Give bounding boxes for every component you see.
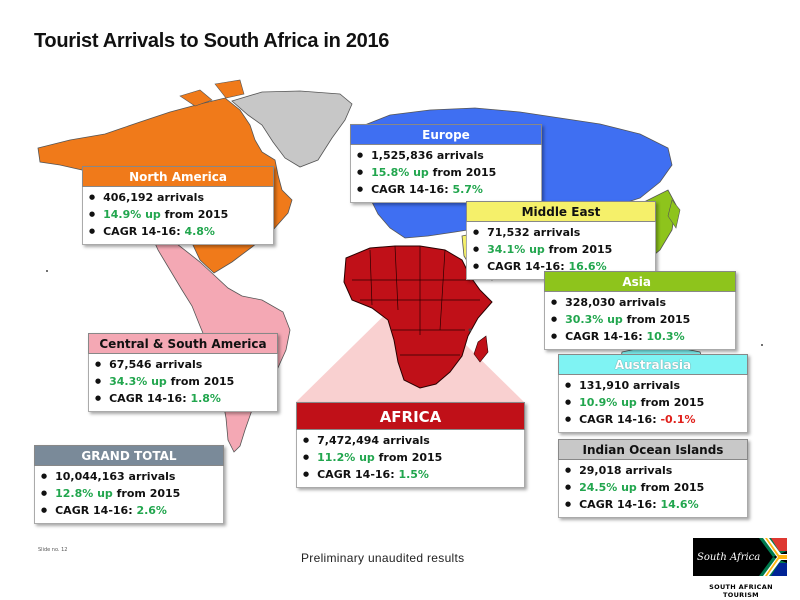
region-north-america-islands (179, 79, 245, 107)
pacific-dot-2 (761, 344, 763, 346)
growth-line: 10.9% up from 2015 (565, 395, 741, 412)
card-header: Europe (350, 124, 542, 145)
region-greenland (231, 90, 353, 168)
card-header: Asia (544, 271, 736, 292)
card-grand-total: GRAND TOTAL 10,044,163 arrivals 12.8% up… (34, 445, 224, 524)
card-central-south-america: Central & South America 67,546 arrivals … (88, 333, 278, 412)
card-header: Australasia (558, 354, 748, 375)
growth-line: 11.2% up from 2015 (303, 450, 518, 467)
arrivals-value: 67,546 arrivals (95, 357, 271, 374)
logo-caption: SOUTH AFRICAN TOURISM (709, 583, 773, 599)
growth-line: 15.8% up from 2015 (357, 165, 535, 182)
cagr-value: 1.8% (190, 392, 221, 405)
cagr-line: CAGR 14-16: 10.3% (551, 329, 729, 346)
region-indian-ocean-dot (468, 328, 472, 332)
card-middle-east: Middle East 71,532 arrivals 34.1% up fro… (466, 201, 656, 280)
growth-value: 24.5% up (579, 481, 637, 494)
arrivals-value: 29,018 arrivals (565, 463, 741, 480)
card-header: North America (82, 166, 274, 187)
cagr-line: CAGR 14-16: 2.6% (41, 503, 217, 520)
card-header: Central & South America (88, 333, 278, 354)
growth-value: 12.8% up (55, 487, 113, 500)
footer-note: Preliminary unaudited results (301, 551, 465, 565)
arrivals-value: 10,044,163 arrivals (41, 469, 217, 486)
card-header: Middle East (466, 201, 656, 222)
card-australasia: Australasia 131,910 arrivals 10.9% up fr… (558, 354, 748, 433)
cagr-value: -0.1% (660, 413, 696, 426)
arrivals-value: 406,192 arrivals (89, 190, 267, 207)
region-madagascar (473, 335, 489, 363)
growth-line: 14.9% up from 2015 (89, 207, 267, 224)
cagr-line: CAGR 14-16: -0.1% (565, 412, 741, 429)
card-header: AFRICA (296, 402, 525, 430)
cagr-line: CAGR 14-16: 16.6% (473, 259, 649, 276)
cagr-value: 2.6% (136, 504, 167, 517)
south-african-tourism-logo: South Africa (693, 538, 787, 576)
cagr-value: 4.8% (184, 225, 215, 238)
card-asia: Asia 328,030 arrivals 30.3% up from 2015… (544, 271, 736, 350)
growth-line: 12.8% up from 2015 (41, 486, 217, 503)
arrivals-value: 1,525,836 arrivals (357, 148, 535, 165)
cagr-line: CAGR 14-16: 14.6% (565, 497, 741, 514)
page-title: Tourist Arrivals to South Africa in 2016 (34, 30, 390, 52)
growth-value: 14.9% up (103, 208, 161, 221)
arrivals-value: 328,030 arrivals (551, 295, 729, 312)
growth-line: 30.3% up from 2015 (551, 312, 729, 329)
card-europe: Europe 1,525,836 arrivals 15.8% up from … (350, 124, 542, 203)
cagr-value: 10.3% (646, 330, 685, 343)
growth-value: 15.8% up (371, 166, 429, 179)
africa-borders (352, 245, 480, 356)
arrivals-value: 7,472,494 arrivals (303, 433, 518, 450)
growth-value: 30.3% up (565, 313, 623, 326)
card-header: Indian Ocean Islands (558, 439, 748, 460)
growth-value: 34.3% up (109, 375, 167, 388)
card-indian-ocean-islands: Indian Ocean Islands 29,018 arrivals 24.… (558, 439, 748, 518)
growth-value: 11.2% up (317, 451, 375, 464)
growth-line: 34.1% up from 2015 (473, 242, 649, 259)
arrivals-value: 131,910 arrivals (565, 378, 741, 395)
cagr-value: 5.7% (452, 183, 483, 196)
card-header: GRAND TOTAL (34, 445, 224, 466)
card-africa: AFRICA 7,472,494 arrivals 11.2% up from … (296, 402, 525, 488)
cagr-line: CAGR 14-16: 5.7% (357, 182, 535, 199)
cagr-value: 16.6% (568, 260, 607, 273)
cagr-line: CAGR 14-16: 1.8% (95, 391, 271, 408)
cagr-line: CAGR 14-16: 4.8% (89, 224, 267, 241)
cagr-line: CAGR 14-16: 1.5% (303, 467, 518, 484)
growth-line: 24.5% up from 2015 (565, 480, 741, 497)
region-africa (343, 245, 493, 389)
growth-line: 34.3% up from 2015 (95, 374, 271, 391)
logo-wordmark: South Africa (697, 552, 760, 563)
arrivals-value: 71,532 arrivals (473, 225, 649, 242)
growth-value: 10.9% up (579, 396, 637, 409)
growth-value: 34.1% up (487, 243, 545, 256)
card-north-america: North America 406,192 arrivals 14.9% up … (82, 166, 274, 245)
cagr-value: 1.5% (398, 468, 429, 481)
slide-number: Slide no. 12 (38, 547, 68, 553)
cagr-value: 14.6% (660, 498, 699, 511)
pacific-dot (46, 270, 48, 272)
